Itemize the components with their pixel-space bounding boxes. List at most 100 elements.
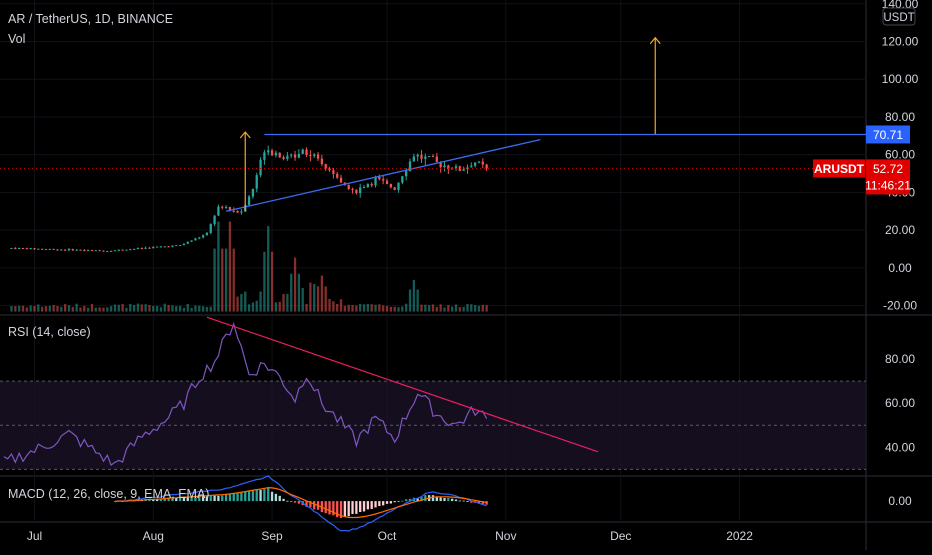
volume-bar — [362, 304, 366, 312]
volume-bar — [431, 304, 435, 312]
support-trendline[interactable] — [225, 138, 541, 212]
rsi-line — [3, 316, 598, 467]
macd-histogram-bar — [236, 493, 239, 502]
candle-body — [228, 207, 232, 211]
macd-histogram-bar — [255, 489, 258, 502]
candle-body — [217, 206, 220, 216]
candle-body — [259, 159, 262, 176]
macd-histogram-bar — [397, 500, 400, 502]
time-tick-label: 2022 — [726, 529, 753, 543]
volume-bar — [251, 302, 255, 312]
rsi-trendline[interactable] — [206, 316, 598, 453]
candle-body — [14, 247, 17, 249]
currency-badge[interactable]: USDT — [882, 7, 916, 26]
volume-bar — [86, 307, 90, 312]
volume-label[interactable]: Vol — [8, 32, 25, 46]
volume-bar — [435, 307, 438, 312]
volume-bar — [63, 304, 67, 312]
candle-body — [278, 152, 281, 158]
price-axis-labels[interactable]: 140.00 120.00 100.00 80.00 60.00 40.00 20.00 0.… — [813, 0, 919, 508]
candle-body — [458, 166, 461, 171]
volume-bar — [213, 248, 216, 312]
candle-body — [21, 247, 25, 249]
macd-histogram-bar — [485, 501, 488, 505]
volume-bar — [67, 305, 71, 312]
macd-histogram-bar — [359, 501, 362, 512]
candle-body — [10, 247, 13, 249]
candle-body — [221, 206, 224, 208]
macd-histogram-bar — [228, 494, 232, 502]
candle-body — [293, 154, 297, 158]
macd-histogram-bar — [251, 490, 255, 502]
candle-body — [121, 249, 124, 251]
candle-body — [336, 173, 339, 178]
candle-body — [270, 150, 274, 156]
candle-body — [389, 184, 392, 188]
candle-body — [424, 156, 427, 159]
candle-body — [397, 182, 400, 190]
volume-bar — [10, 305, 13, 312]
macd-histogram-bar — [152, 499, 155, 502]
symbol-title[interactable]: AR / TetherUS, 1D, BINANCE — [8, 12, 173, 26]
time-tick-label: Sep — [261, 529, 283, 543]
volume-bar — [90, 304, 94, 312]
macd-histogram-bar — [194, 496, 197, 502]
time-axis-labels[interactable]: Jul Aug Sep Oct Nov Dec 2022 — [27, 529, 753, 543]
last-price-tag[interactable] — [866, 159, 910, 195]
candle-body — [52, 248, 55, 250]
candle-body — [240, 211, 243, 213]
price-tick-label: 80.00 — [885, 110, 915, 124]
rsi-legend[interactable]: RSI (14, close) — [8, 325, 91, 339]
macd-histogram-bar — [332, 501, 335, 516]
candle-body — [412, 156, 415, 162]
candle-body — [148, 247, 151, 249]
macd-histogram-bar — [305, 501, 308, 507]
volume-bar — [247, 304, 251, 312]
candle-body — [83, 250, 86, 252]
candle-body — [194, 238, 197, 241]
macd-histogram-bar — [328, 501, 331, 515]
candle-body — [125, 249, 128, 251]
candle-body — [416, 154, 419, 157]
target-arrow-head[interactable] — [239, 131, 251, 139]
volume-bar — [481, 304, 484, 312]
volume-bar — [408, 289, 412, 312]
volume-bar — [458, 307, 461, 312]
candle-body — [313, 154, 316, 156]
macd-histogram-bar — [324, 501, 327, 514]
resistance-price-tag[interactable] — [866, 125, 910, 144]
volume-bar — [94, 307, 97, 312]
macd-histogram-bar — [351, 501, 354, 514]
candle-body — [71, 248, 74, 251]
volume-bar — [71, 307, 74, 312]
volume-bar — [25, 307, 28, 312]
candle-body — [447, 165, 450, 170]
volume-bar — [44, 306, 48, 312]
macd-signal-line — [114, 486, 487, 519]
volume-bar — [336, 303, 339, 312]
volume-bar — [178, 305, 182, 312]
symbol-tag[interactable] — [813, 159, 865, 178]
macd-histogram-bar — [159, 498, 163, 502]
volume-bar — [301, 288, 304, 312]
macd-line — [114, 475, 487, 532]
volume-bar — [163, 303, 166, 312]
candle-body — [474, 162, 477, 166]
candle-body — [351, 188, 354, 190]
macd-histogram-bar — [313, 501, 316, 510]
volume-bar — [293, 257, 297, 312]
drawings[interactable] — [0, 36, 866, 212]
candle-body — [347, 184, 350, 189]
volume-bar — [29, 305, 32, 312]
volume-bar — [282, 294, 285, 312]
volume-bar — [129, 303, 132, 312]
time-tick-label: Nov — [495, 529, 516, 543]
target-arrow-head[interactable] — [649, 36, 661, 45]
volume-bar — [305, 303, 308, 312]
macd-histogram-bar — [458, 500, 461, 502]
candle-body — [117, 249, 120, 251]
candle-body — [405, 170, 408, 177]
candle-body — [33, 248, 36, 250]
macd-legend[interactable]: MACD (12, 26, close, 9, EMA, EMA) — [8, 487, 209, 501]
